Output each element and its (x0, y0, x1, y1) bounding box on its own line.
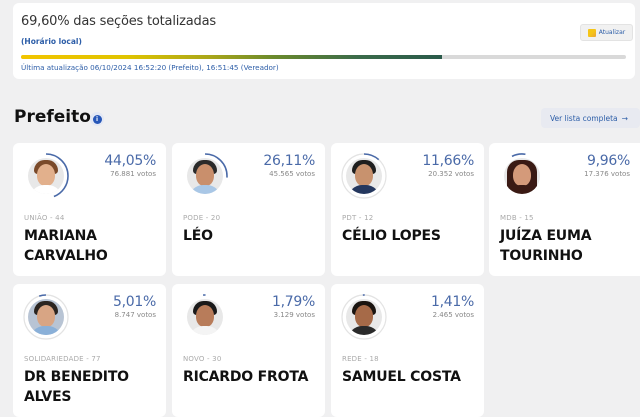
refresh-icon (587, 28, 596, 37)
avatar (504, 158, 540, 194)
avatar-with-ring (181, 293, 229, 341)
avatar (346, 299, 382, 335)
section-title-prefeito: Prefeito (14, 107, 91, 127)
info-icon[interactable]: i (90, 112, 104, 126)
candidate-card[interactable]: 9,96% 17.376 votos MDB - 15 JUÍZA EUMA T… (489, 143, 640, 276)
candidate-card[interactable]: 1,79% 3.129 votos NOVO - 30 RICARDO FROT… (172, 284, 325, 417)
vote-share-ring (182, 153, 228, 199)
avatar-with-ring (340, 293, 388, 341)
vote-count: 45.565 votos (269, 170, 315, 178)
vote-count: 20.352 votos (428, 170, 474, 178)
arrow-right-icon: → (621, 113, 628, 123)
avatar-with-ring (22, 152, 70, 200)
candidate-card[interactable]: 11,66% 20.352 votos PDT - 12 CÉLIO LOPES (331, 143, 484, 276)
avatar (28, 158, 64, 194)
vote-percentage: 9,96% (587, 153, 630, 169)
party-number: NOVO - 30 (183, 355, 222, 363)
avatar (187, 158, 223, 194)
refresh-label: Atualizar (598, 29, 626, 36)
candidate-card[interactable]: 44,05% 76.881 votos UNIÃO - 44 MARIANA C… (13, 143, 166, 276)
party-number: PDT - 12 (342, 214, 374, 222)
vote-percentage: 11,66% (422, 153, 474, 169)
vote-count: 3.129 votos (273, 311, 315, 319)
vote-share-ring (182, 294, 228, 340)
vote-share-ring (23, 153, 69, 199)
candidate-name: CÉLIO LOPES (342, 228, 441, 244)
vote-percentage: 26,11% (263, 153, 315, 169)
candidate-name: DR BENEDITO ALVES (24, 369, 129, 405)
party-number: SOLIDARIEDADE - 77 (24, 355, 101, 363)
vote-percentage: 1,79% (272, 294, 315, 310)
vote-percentage: 5,01% (113, 294, 156, 310)
vote-count: 2.465 votos (432, 311, 474, 319)
candidate-name: MARIANA CARVALHO (24, 228, 108, 264)
candidate-name: LÉO (183, 228, 213, 244)
avatar-with-ring (498, 152, 546, 200)
see-full-list-button[interactable]: Ver lista completa → (541, 108, 640, 128)
see-full-list-label: Ver lista completa (550, 113, 618, 123)
vote-share-ring (499, 153, 545, 199)
avatar (346, 158, 382, 194)
local-time-note: (Horário local) (21, 37, 82, 46)
refresh-button[interactable]: Atualizar (580, 24, 633, 41)
avatar-with-ring (181, 152, 229, 200)
vote-count: 17.376 votos (584, 170, 630, 178)
vote-share-ring (341, 153, 387, 199)
avatar (28, 299, 64, 335)
party-number: UNIÃO - 44 (24, 214, 65, 222)
party-number: MDB - 15 (500, 214, 534, 222)
avatar (187, 299, 223, 335)
totalization-status-panel: 69,60% das seções totalizadas (Horário l… (13, 3, 635, 79)
progress-fill (21, 55, 443, 59)
avatar-with-ring (340, 152, 388, 200)
candidate-name: SAMUEL COSTA (342, 369, 461, 385)
vote-percentage: 1,41% (431, 294, 474, 310)
candidate-card[interactable]: 1,41% 2.465 votos REDE - 18 SAMUEL COSTA (331, 284, 484, 417)
candidate-card[interactable]: 26,11% 45.565 votos PODE - 20 LÉO (172, 143, 325, 276)
vote-percentage: 44,05% (104, 153, 156, 169)
vote-share-ring (341, 294, 387, 340)
last-update-text: Última atualização 06/10/2024 16:52:20 (… (21, 63, 279, 72)
party-number: REDE - 18 (342, 355, 379, 363)
totalization-progress-bar (21, 55, 626, 59)
party-number: PODE - 20 (183, 214, 221, 222)
sections-totalized-title: 69,60% das seções totalizadas (21, 14, 216, 29)
candidate-name: RICARDO FROTA (183, 369, 309, 385)
candidate-name: JUÍZA EUMA TOURINHO (500, 228, 592, 264)
vote-share-ring (23, 294, 69, 340)
candidate-card[interactable]: 5,01% 8.747 votos SOLIDARIEDADE - 77 DR … (13, 284, 166, 417)
vote-count: 8.747 votos (114, 311, 156, 319)
avatar-with-ring (22, 293, 70, 341)
vote-count: 76.881 votos (110, 170, 156, 178)
